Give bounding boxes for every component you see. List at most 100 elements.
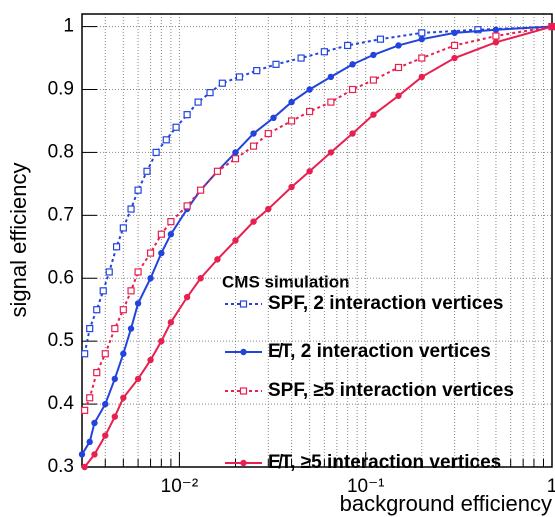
data-point	[102, 400, 109, 408]
data-point	[119, 306, 127, 314]
data-point	[194, 98, 202, 106]
data-point	[270, 114, 277, 122]
data-point	[451, 54, 458, 62]
data-point	[418, 73, 425, 81]
legend-label: E̸T, ≥5 interaction vertices	[268, 452, 501, 473]
data-point	[99, 287, 107, 295]
legend-title: CMS simulation	[222, 272, 350, 291]
data-point	[105, 268, 113, 276]
data-point	[93, 369, 101, 377]
data-point	[134, 375, 142, 383]
y-tick-label: 0.6	[48, 267, 74, 288]
data-point	[172, 123, 180, 131]
legend-label: SPF, ≥5 interaction vertices	[268, 380, 514, 401]
data-point	[327, 73, 335, 81]
y-tick-label: 0.9	[48, 79, 74, 100]
data-point	[306, 168, 313, 175]
data-point	[134, 186, 142, 194]
data-point	[344, 41, 352, 50]
data-point	[249, 142, 258, 150]
data-point	[197, 275, 204, 282]
data-point	[86, 324, 94, 333]
data-point	[492, 39, 500, 46]
data-point	[306, 86, 313, 93]
data-point	[78, 451, 86, 458]
data-point	[93, 306, 101, 314]
data-point	[102, 432, 109, 439]
data-point	[127, 287, 135, 295]
data-point	[167, 231, 175, 238]
data-point	[369, 76, 378, 84]
data-point	[167, 319, 175, 326]
data-point	[81, 463, 88, 471]
data-point	[134, 268, 142, 276]
data-point	[112, 243, 121, 251]
data-point	[418, 54, 426, 62]
data-point	[450, 41, 459, 50]
data-point	[297, 54, 305, 62]
data-point	[235, 73, 244, 81]
x-tick-label: 10⁻²	[161, 476, 199, 497]
data-point	[101, 350, 109, 358]
data-point	[214, 256, 221, 263]
data-point	[349, 130, 356, 137]
data-point	[120, 394, 127, 401]
legend-marker	[240, 459, 247, 467]
data-point	[183, 202, 191, 210]
data-point	[250, 130, 257, 137]
data-point	[264, 129, 272, 138]
y-tick-label: 0.4	[48, 393, 75, 414]
y-tick-label: 1	[63, 16, 74, 37]
data-point	[320, 48, 328, 56]
legend-label: SPF, 2 interaction vertices	[268, 293, 504, 314]
plot-frame	[81, 13, 553, 468]
y-axis-title: signal efficiency	[6, 163, 31, 318]
data-point	[86, 438, 93, 446]
data-point	[143, 167, 151, 175]
data-point	[394, 63, 403, 72]
data-point	[451, 29, 458, 37]
data-point	[250, 218, 257, 225]
x-axis-title: background efficiency	[340, 491, 552, 516]
data-point	[288, 183, 295, 191]
data-point	[492, 32, 500, 40]
data-point	[127, 205, 135, 213]
data-point	[327, 149, 335, 156]
x-tick-label: 1	[547, 476, 555, 497]
y-tick-label: 0.3	[48, 456, 74, 477]
data-point	[272, 60, 280, 68]
data-point	[206, 89, 214, 97]
data-point	[253, 67, 261, 75]
data-point	[183, 293, 191, 301]
y-tick-label: 0.8	[48, 141, 74, 162]
data-point	[197, 186, 205, 194]
data-point	[147, 356, 154, 364]
data-point	[158, 249, 165, 257]
data-point	[152, 148, 160, 157]
series-line	[83, 25, 553, 354]
data-point	[147, 275, 154, 282]
data-point	[231, 155, 240, 163]
data-point	[127, 325, 135, 332]
data-point	[167, 218, 175, 226]
data-point	[370, 51, 377, 59]
data-point	[91, 419, 98, 427]
data-point	[111, 375, 119, 383]
legend-marker	[239, 300, 248, 308]
data-point	[232, 149, 239, 156]
data-point	[162, 136, 170, 144]
data-point	[183, 111, 191, 119]
y-tick-label: 0.7	[48, 204, 74, 225]
data-point	[86, 394, 94, 402]
data-point	[81, 350, 89, 358]
data-point	[474, 26, 482, 34]
data-point	[157, 230, 165, 238]
data-point	[218, 79, 226, 87]
legend-label: E̸T, 2 interaction vertices	[268, 341, 491, 362]
data-point	[349, 61, 356, 68]
data-point	[548, 23, 555, 30]
data-point	[395, 92, 402, 99]
data-point	[492, 26, 500, 33]
data-point	[327, 98, 335, 106]
